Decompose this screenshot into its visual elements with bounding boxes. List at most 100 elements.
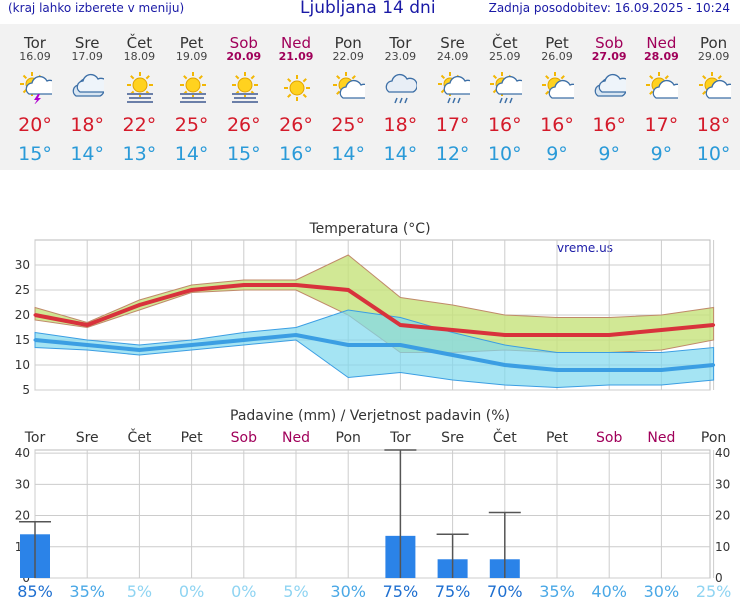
max-temperature: 26°: [279, 114, 313, 136]
min-temperature-point: [346, 343, 350, 347]
day-date: 28.09: [643, 50, 679, 63]
day-column: Sre 24.09 17° 12°: [427, 24, 479, 170]
day-name: Sre: [440, 34, 465, 52]
last-update: Zadnja posodobitev: 16.09.2025 - 10:24: [488, 1, 730, 15]
max-temperature-point: [503, 333, 507, 337]
sun-cloud-lightning-icon: [20, 72, 52, 104]
precipitation-day-label: Sre: [441, 430, 464, 446]
precipitation-probability-label: 30%: [330, 582, 366, 600]
precipitation-probability-label: 5%: [127, 582, 152, 600]
max-temperature-point: [33, 313, 37, 317]
max-temperature-point: [555, 333, 559, 337]
day-column: Ned 21.09 26° 16°: [270, 24, 322, 170]
day-name: Tor: [389, 34, 412, 52]
min-temperature: 14°: [383, 143, 418, 165]
max-temperature-point: [85, 323, 89, 327]
min-temperature-point: [503, 363, 507, 367]
cloudy-icon: [594, 73, 627, 97]
max-temperature-point: [712, 323, 716, 327]
min-temperature-point: [659, 368, 663, 372]
temperature-chart-title: Temperatura (°C): [308, 221, 430, 237]
min-temperature: 9°: [650, 143, 673, 165]
min-temperature: 10°: [487, 143, 522, 165]
temperature-tick-label: 10: [15, 358, 30, 372]
min-temperature-point: [294, 333, 298, 337]
min-temperature-point: [33, 338, 37, 342]
min-temperature-point: [712, 363, 716, 367]
precipitation-tick-label-right: 0: [715, 571, 723, 585]
sun-icon: [284, 75, 310, 101]
day-column: Tor 16.09 20° 15°: [9, 24, 61, 170]
day-column: Tor 23.09 18° 14°: [374, 24, 426, 170]
precipitation-day-label: Čet: [127, 428, 151, 446]
day-date: 25.09: [489, 50, 521, 63]
precipitation-probability-label: 5%: [283, 582, 308, 600]
precipitation-probability-label: 40%: [591, 582, 627, 600]
max-temperature-point: [607, 333, 611, 337]
min-temperature: 10°: [696, 143, 731, 165]
precipitation-probability-label: 30%: [644, 582, 680, 600]
precipitation-day-label: Tor: [389, 430, 411, 446]
cloudy-icon: [72, 73, 105, 97]
day-name: Sre: [74, 34, 100, 52]
daily-forecast-strip: Tor 16.09 20° 15° Sre 17.09 18° 14° Čet 18.09 22° 1…: [0, 24, 740, 170]
temperature-tick-label: 15: [15, 333, 30, 347]
precipitation-day-label: Pet: [546, 430, 569, 446]
precipitation-day-label: Pon: [701, 430, 726, 446]
day-column: Sob 27.09 16° 9°: [583, 24, 635, 170]
precipitation-day-label: Pet: [181, 430, 204, 446]
day-name: Čet: [126, 34, 153, 52]
day-column: Sob 20.09 26° 15°: [218, 24, 270, 170]
min-temperature: 15°: [18, 143, 52, 165]
sun-fog-icon: [231, 72, 258, 103]
precipitation-probability-label: 0%: [179, 582, 204, 600]
day-name: Pon: [334, 34, 362, 52]
day-column: Ned 28.09 17° 9°: [635, 24, 687, 170]
sun-rain-icon: [437, 72, 470, 104]
day-date: 17.09: [71, 50, 103, 63]
day-date: 22.09: [332, 50, 364, 63]
precipitation-tick-label-right: 30: [715, 477, 730, 491]
day-date: 26.09: [541, 50, 573, 63]
precipitation-probability-label: 25%: [696, 582, 732, 600]
day-column: Sre 17.09 18° 14°: [61, 24, 113, 170]
min-temperature-point: [137, 348, 141, 352]
max-temperature: 25°: [331, 114, 366, 136]
min-temperature: 14°: [331, 143, 366, 165]
min-temperature-point: [85, 343, 89, 347]
temperature-tick-label: 25: [15, 283, 30, 297]
day-date: 18.09: [123, 50, 156, 63]
min-temperature-point: [242, 338, 246, 342]
max-temperature-point: [190, 288, 194, 292]
max-temperature: 17°: [644, 114, 679, 136]
precipitation-probability-label: 85%: [17, 582, 53, 600]
max-temperature-point: [659, 328, 663, 332]
min-temperature: 15°: [226, 143, 261, 165]
precipitation-day-label: Ned: [647, 430, 675, 446]
min-temperature-point: [398, 343, 402, 347]
min-temperature-point: [555, 368, 559, 372]
day-column: Pon 22.09 25° 14°: [322, 24, 374, 170]
max-temperature: 20°: [18, 114, 52, 136]
max-temperature: 18°: [383, 114, 418, 136]
menu-note[interactable]: (kraj lahko izberete v meniju): [8, 1, 185, 15]
day-column: Pet 26.09 16° 9°: [531, 24, 583, 170]
day-name: Ned: [646, 34, 677, 52]
day-column: Čet 18.09 22° 13°: [113, 24, 165, 170]
sun-small-cloud-icon: [333, 72, 366, 99]
max-temperature: 26°: [226, 114, 261, 136]
min-temperature: 9°: [546, 143, 568, 165]
day-name: Čet: [492, 34, 518, 52]
min-temperature: 16°: [279, 143, 313, 165]
precipitation-probability-label: 35%: [69, 582, 105, 600]
day-name: Pon: [699, 34, 728, 52]
precipitation-day-label: Sob: [231, 430, 257, 446]
day-date: 20.09: [226, 50, 262, 63]
sun-rain-icon: [489, 72, 522, 104]
precipitation-probability-label: 0%: [231, 582, 256, 600]
max-temperature: 16°: [487, 114, 522, 136]
day-column: Pon 29.09 18° 10°: [688, 24, 740, 170]
max-range-band: [34, 254, 715, 353]
day-name: Pet: [545, 34, 569, 52]
